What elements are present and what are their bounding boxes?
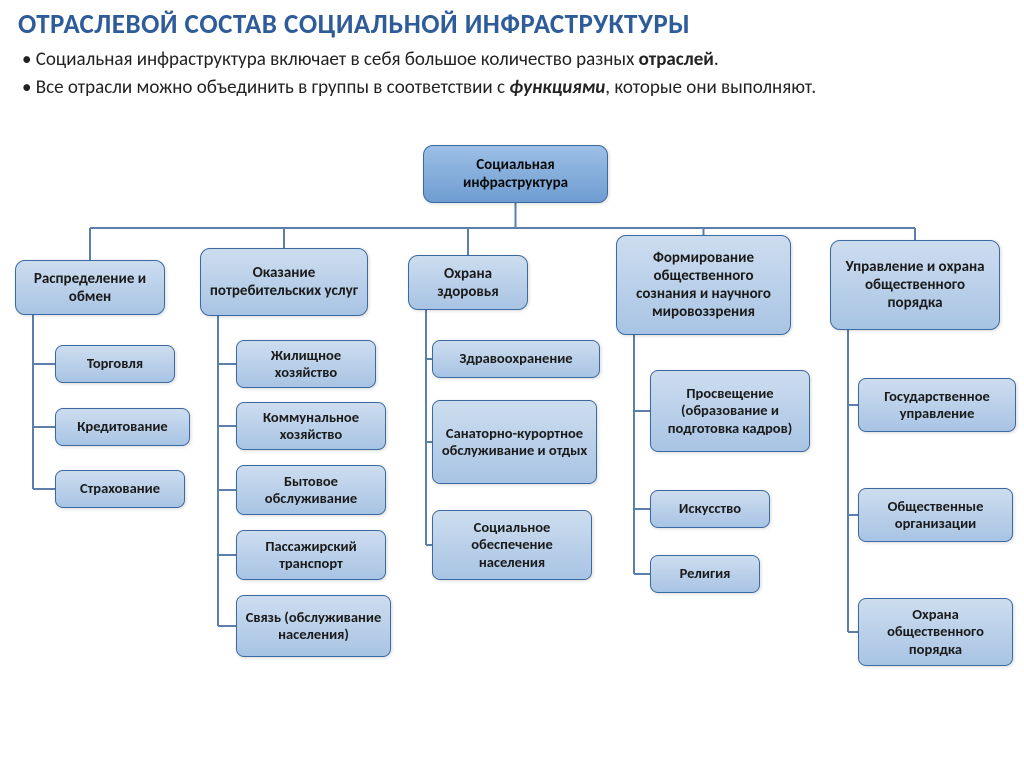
node-c2c: Бытовое обслуживание	[236, 465, 386, 515]
node-c4a: Просвещение (образование и подготовка ка…	[650, 370, 810, 452]
node-c2: Оказание потребительских услуг	[200, 248, 368, 316]
bullet-list: • Социальная инфраструктура включает в с…	[0, 47, 1024, 100]
node-c5c: Охрана общественного порядка	[858, 598, 1013, 666]
node-c1b: Кредитование	[55, 408, 190, 446]
node-c3b: Санаторно-курортное обслуживание и отдых	[432, 400, 597, 484]
node-root: Социальная инфраструктура	[423, 145, 608, 203]
node-c2d: Пассажирский транспорт	[236, 530, 386, 580]
node-c5a: Государственное управление	[858, 378, 1016, 432]
node-c4c: Религия	[650, 555, 760, 593]
node-c2b: Коммунальное хозяйство	[236, 402, 386, 450]
node-c1c: Страхование	[55, 470, 185, 508]
bullet-2-italic: функциями	[509, 76, 605, 99]
node-c1: Распределение и обмен	[15, 260, 165, 315]
node-c3c: Социальное обеспечение населения	[432, 510, 592, 580]
node-c5: Управление и охрана общественного порядк…	[830, 240, 1000, 330]
node-c3a: Здравоохранение	[432, 340, 600, 378]
bullet-2-pre: • Все отрасли можно объединить в группы …	[22, 76, 509, 99]
node-c3: Охрана здоровья	[408, 255, 528, 310]
bullet-1: • Социальная инфраструктура включает в с…	[22, 47, 1006, 73]
bullet-2: • Все отрасли можно объединить в группы …	[22, 75, 1006, 101]
bullet-1-bold: отраслей	[639, 48, 714, 71]
bullet-1-pre: • Социальная инфраструктура включает в с…	[22, 48, 639, 71]
node-c4b: Искусство	[650, 490, 770, 528]
node-c5b: Общественные организации	[858, 488, 1013, 542]
bullet-2-post: , которые они выполняют.	[605, 76, 816, 99]
node-c2e: Связь (обслуживание населения)	[236, 595, 391, 657]
node-c4: Формирование общественного сознания и на…	[616, 235, 791, 335]
bullet-1-post: .	[714, 48, 719, 71]
page-title: ОТРАСЛЕВОЙ СОСТАВ СОЦИАЛЬНОЙ ИНФРАСТРУКТ…	[0, 0, 1024, 47]
node-c2a: Жилищное хозяйство	[236, 340, 376, 388]
node-c1a: Торговля	[55, 345, 175, 383]
